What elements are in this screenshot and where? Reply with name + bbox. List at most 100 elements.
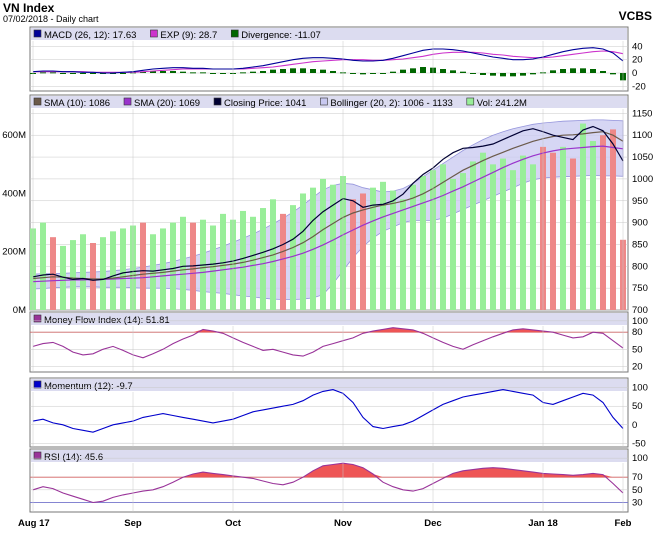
volume-bar xyxy=(350,199,356,310)
divergence-bar xyxy=(90,73,96,74)
closing-price-line xyxy=(32,125,624,281)
divergence-bar xyxy=(50,72,56,74)
divergence-bar xyxy=(470,73,476,74)
price-tick-1: 1100 xyxy=(632,130,652,141)
divergence-bar xyxy=(70,73,76,74)
divergence-bar xyxy=(480,73,486,75)
rsi-band xyxy=(31,450,627,462)
divergence-bar xyxy=(150,71,156,73)
macd-band xyxy=(31,28,627,40)
divergence-bar xyxy=(160,71,166,73)
divergence-bar xyxy=(410,68,416,73)
divergence-bar xyxy=(250,71,256,73)
volume-bar xyxy=(150,234,156,310)
volume-bar xyxy=(440,164,446,310)
macd-legend-macd: MACD (26, 12): 17.63 xyxy=(44,30,136,41)
rsi-line xyxy=(32,462,624,504)
momentum-panel-frame xyxy=(29,377,629,448)
volume-bar xyxy=(260,208,266,310)
divergence-bar xyxy=(200,72,206,74)
volume-bar xyxy=(330,184,336,310)
volume-bar xyxy=(490,164,496,310)
volume-bar xyxy=(40,222,46,310)
divergence-bar xyxy=(500,73,506,77)
divergence-bar xyxy=(360,73,366,75)
mfi-panel-frame xyxy=(29,311,629,373)
volume-bar xyxy=(380,181,386,310)
divergence-bar xyxy=(420,67,426,73)
mfi-line xyxy=(32,327,624,359)
divergence-bar xyxy=(550,70,556,73)
price-tick-5: 900 xyxy=(632,218,648,229)
volume-bar xyxy=(170,222,176,310)
divergence-bar xyxy=(190,72,196,74)
price-swatch-sma10 xyxy=(33,97,42,106)
divergence-bar xyxy=(590,69,596,73)
volume-bar xyxy=(210,225,216,310)
rsi-legend-rsi_line: RSI (14): 45.6 xyxy=(44,452,103,463)
x-tick-0: Aug 17 xyxy=(18,518,50,529)
divergence-bar xyxy=(490,73,496,76)
price-swatch-vol xyxy=(466,97,475,106)
price-legend-price: Closing Price: 1041 xyxy=(224,98,306,109)
divergence-bar xyxy=(400,69,406,73)
divergence-bar xyxy=(280,69,286,73)
volume-bar xyxy=(420,176,426,310)
volume-bar xyxy=(80,234,86,310)
price-tick-7: 800 xyxy=(632,261,648,272)
volume-bar xyxy=(450,178,456,310)
rsi-tick-1: 70 xyxy=(632,472,643,483)
rsi-tick-0: 100 xyxy=(632,453,648,464)
volume-bar xyxy=(610,129,616,310)
divergence-bar xyxy=(580,68,586,73)
mfi-tick-0: 100 xyxy=(632,316,648,327)
macd-swatch-divergence xyxy=(230,29,239,38)
volume-bar xyxy=(600,135,606,310)
divergence-bar xyxy=(310,69,316,73)
volume-bar xyxy=(400,199,406,310)
volume-bar xyxy=(70,240,76,310)
volume-bar xyxy=(410,184,416,310)
sma10-line xyxy=(32,131,624,280)
divergence-bar xyxy=(210,73,216,74)
divergence-bar xyxy=(40,72,46,74)
divergence-bar xyxy=(220,73,226,74)
chart-title: VN Index xyxy=(3,1,55,15)
x-tick-3: Nov xyxy=(334,518,353,529)
divergence-bar xyxy=(120,73,126,74)
x-tick-6: Feb xyxy=(615,518,632,529)
divergence-bar xyxy=(170,71,176,73)
volume-bar xyxy=(480,152,486,310)
divergence-bar xyxy=(290,68,296,73)
volume-tick-1: 400M xyxy=(2,188,26,199)
volume-bar xyxy=(560,146,566,310)
chart-subtitle: 07/02/2018 - Daily chart xyxy=(3,14,99,24)
price-swatch-price xyxy=(213,97,222,106)
divergence-bar xyxy=(390,71,396,73)
volume-bar xyxy=(520,155,526,310)
macd-panel-frame xyxy=(29,26,629,92)
momentum-line xyxy=(32,389,624,433)
macd-tick-1: 20 xyxy=(632,55,643,66)
momentum-tick-1: 50 xyxy=(632,401,643,412)
momentum-band xyxy=(31,379,627,391)
volume-bar xyxy=(530,164,536,310)
momentum-tick-2: 0 xyxy=(632,420,637,431)
rsi-overbought-fill xyxy=(33,463,623,478)
price-swatch-sma20 xyxy=(123,97,132,106)
volume-bar xyxy=(50,237,56,310)
divergence-bar xyxy=(140,71,146,73)
volume-bar xyxy=(60,245,66,310)
volume-bar xyxy=(100,237,106,310)
macd-tick-3: -20 xyxy=(632,81,646,92)
volume-bar xyxy=(240,210,246,310)
volume-bar xyxy=(460,173,466,310)
macd-swatch-exp xyxy=(150,29,158,38)
price-legend-sma20: SMA (20): 1069 xyxy=(134,98,200,109)
price-swatch-bollinger xyxy=(320,97,328,106)
volume-bar xyxy=(510,170,516,310)
divergence-bar xyxy=(300,68,306,73)
rsi-tick-2: 50 xyxy=(632,485,643,496)
price-tick-9: 700 xyxy=(632,305,648,316)
